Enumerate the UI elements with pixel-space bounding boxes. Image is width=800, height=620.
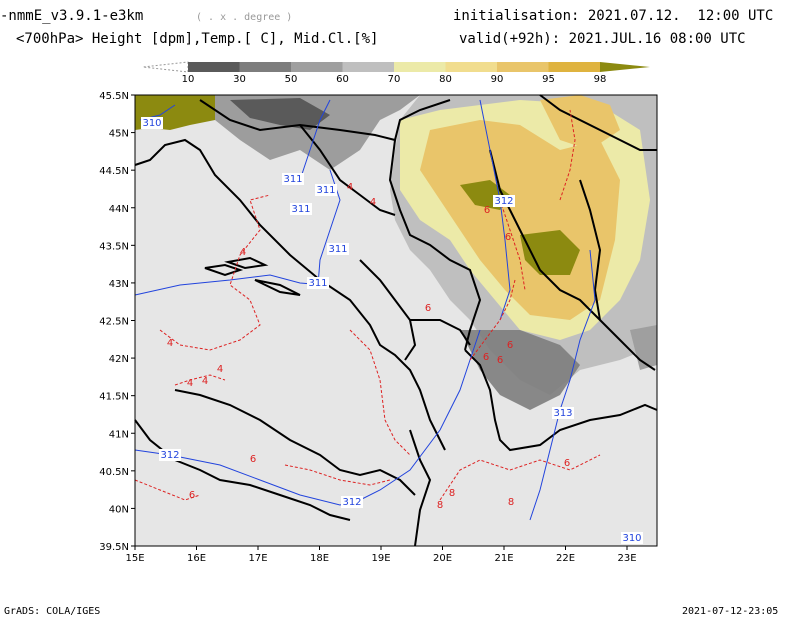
colorbar-swatch bbox=[342, 62, 394, 72]
temperature-contour-label: 4 bbox=[167, 338, 173, 349]
temperature-contour-label: 8 bbox=[449, 488, 455, 499]
grid-spec: ( . x . degree ) bbox=[196, 12, 293, 23]
colorbar-label: 70 bbox=[388, 74, 401, 85]
lon-tick-label: 21E bbox=[494, 553, 513, 564]
colorbar-label: 95 bbox=[542, 74, 555, 85]
temperature-contour-label: 4 bbox=[187, 378, 193, 389]
height-label-bg bbox=[290, 203, 312, 215]
colorbar-label: 60 bbox=[336, 74, 349, 85]
colorbar-label: 10 bbox=[182, 74, 195, 85]
colorbar-left-arrow bbox=[142, 61, 189, 73]
lat-tick-label: 42N bbox=[109, 354, 129, 365]
height-label-bg bbox=[552, 407, 574, 419]
temperature-contour-label: 4 bbox=[217, 364, 223, 375]
colorbar: 10 30 50 60 70 80 90 95 98 bbox=[142, 61, 650, 85]
colorbar-swatch bbox=[548, 62, 600, 72]
colorbar-label: 30 bbox=[233, 74, 246, 85]
temperature-contour-label: 6 bbox=[250, 454, 256, 465]
height-contour-label: 311 bbox=[283, 174, 302, 185]
height-labels: 310 311 311 311 311 311 312 312 312 313 310 bbox=[141, 117, 643, 544]
latitude-axis: 45.5N 45N 44.5N 44N 43.5N 43N 42.5N 42N 41.5N 41N… bbox=[99, 91, 135, 553]
lon-tick-label: 16E bbox=[187, 553, 206, 564]
colorbar-label: 80 bbox=[439, 74, 452, 85]
lon-tick-label: 23E bbox=[617, 553, 636, 564]
height-contour-label: 311 bbox=[316, 185, 335, 196]
temperature-contour-label: 8 bbox=[437, 500, 443, 511]
lon-tick-label: 22E bbox=[556, 553, 575, 564]
height-contour-label: 310 bbox=[142, 118, 161, 129]
height-label-bg bbox=[327, 243, 349, 255]
lat-tick-label: 45.5N bbox=[99, 91, 129, 102]
height-label-bg bbox=[621, 532, 643, 544]
height-label-bg bbox=[307, 277, 329, 289]
lat-tick-label: 43.5N bbox=[99, 241, 129, 252]
colorbar-swatch bbox=[188, 62, 240, 72]
height-contour-label: 311 bbox=[291, 204, 310, 215]
lat-tick-label: 41N bbox=[109, 429, 129, 440]
cloud-cover-layer bbox=[135, 95, 657, 410]
height-contour-label: 311 bbox=[328, 244, 347, 255]
height-contour-label: 312 bbox=[160, 450, 179, 461]
islands bbox=[204, 256, 301, 296]
height-label-bg bbox=[493, 195, 515, 207]
temperature-contour-label: 4 bbox=[202, 376, 208, 387]
lat-tick-label: 41.5N bbox=[99, 392, 129, 403]
lon-tick-label: 18E bbox=[310, 553, 329, 564]
lat-tick-label: 45N bbox=[109, 129, 129, 140]
colorbar-swatch bbox=[394, 62, 446, 72]
height-contour-label: 310 bbox=[622, 533, 641, 544]
map-frame bbox=[134, 94, 658, 547]
height-label-bg bbox=[282, 173, 304, 185]
fields-description: <700hPa> Height [dpm],Temp.[ C], Mid.Cl.… bbox=[16, 31, 379, 47]
temperature-contour-label: 4 bbox=[347, 182, 353, 193]
colorbar-swatch bbox=[497, 62, 549, 72]
temperature-contour-label: 6 bbox=[484, 205, 490, 216]
lat-tick-label: 44.5N bbox=[99, 166, 129, 177]
height-contour-label: 313 bbox=[553, 408, 572, 419]
initialisation-time: initialisation: 2021.07.12. 12:00 UTC bbox=[453, 8, 774, 24]
lon-tick-label: 19E bbox=[371, 553, 390, 564]
colorbar-right-arrow bbox=[600, 62, 650, 72]
lat-tick-label: 42.5N bbox=[99, 317, 129, 328]
lat-tick-label: 44N bbox=[109, 204, 129, 215]
temperature-contour-label: 6 bbox=[507, 340, 513, 351]
lon-tick-label: 20E bbox=[433, 553, 452, 564]
height-contour-label: 312 bbox=[342, 497, 361, 508]
temperature-contour-label: 4 bbox=[240, 247, 246, 258]
temperature-contour-label: 8 bbox=[508, 497, 514, 508]
temperature-contour-label: 6 bbox=[505, 232, 511, 243]
temperature-contour-label: 6 bbox=[189, 490, 195, 501]
height-contour-label: 312 bbox=[494, 196, 513, 207]
longitude-axis: 15E 16E 17E 18E 19E 20E 21E 22E 23E bbox=[125, 546, 637, 564]
valid-time: valid(+92h): 2021.JUL.16 08:00 UTC bbox=[459, 31, 746, 47]
temperature-contour-label: 6 bbox=[483, 352, 489, 363]
footer-credit: GrADS: COLA/IGES bbox=[4, 606, 101, 617]
temperature-contours bbox=[134, 109, 601, 501]
height-label-bg bbox=[341, 496, 363, 508]
height-label-bg bbox=[141, 117, 163, 129]
colorbar-label: 50 bbox=[285, 74, 298, 85]
temperature-contour-label: 6 bbox=[564, 458, 570, 469]
temperature-contour-label: 4 bbox=[370, 197, 376, 208]
colorbar-swatch bbox=[291, 62, 343, 72]
colorbar-label: 98 bbox=[594, 74, 607, 85]
height-contour-label: 311 bbox=[308, 278, 327, 289]
height-label-bg bbox=[315, 184, 337, 196]
lon-tick-label: 17E bbox=[248, 553, 267, 564]
model-title: -nmmE_v3.9.1-e3km bbox=[0, 8, 144, 24]
height-label-bg bbox=[159, 449, 181, 461]
footer-timestamp: 2021-07-12-23:05 bbox=[682, 606, 779, 617]
temperature-contour-label: 6 bbox=[425, 303, 431, 314]
lat-tick-label: 40N bbox=[109, 504, 129, 515]
colorbar-swatch bbox=[239, 62, 291, 72]
colorbar-label: 90 bbox=[491, 74, 504, 85]
lat-tick-label: 43N bbox=[109, 279, 129, 290]
lat-tick-label: 40.5N bbox=[99, 467, 129, 478]
temperature-contour-label: 6 bbox=[497, 355, 503, 366]
colorbar-swatch bbox=[445, 62, 497, 72]
lat-tick-label: 39.5N bbox=[99, 542, 129, 553]
lon-tick-label: 15E bbox=[125, 553, 144, 564]
